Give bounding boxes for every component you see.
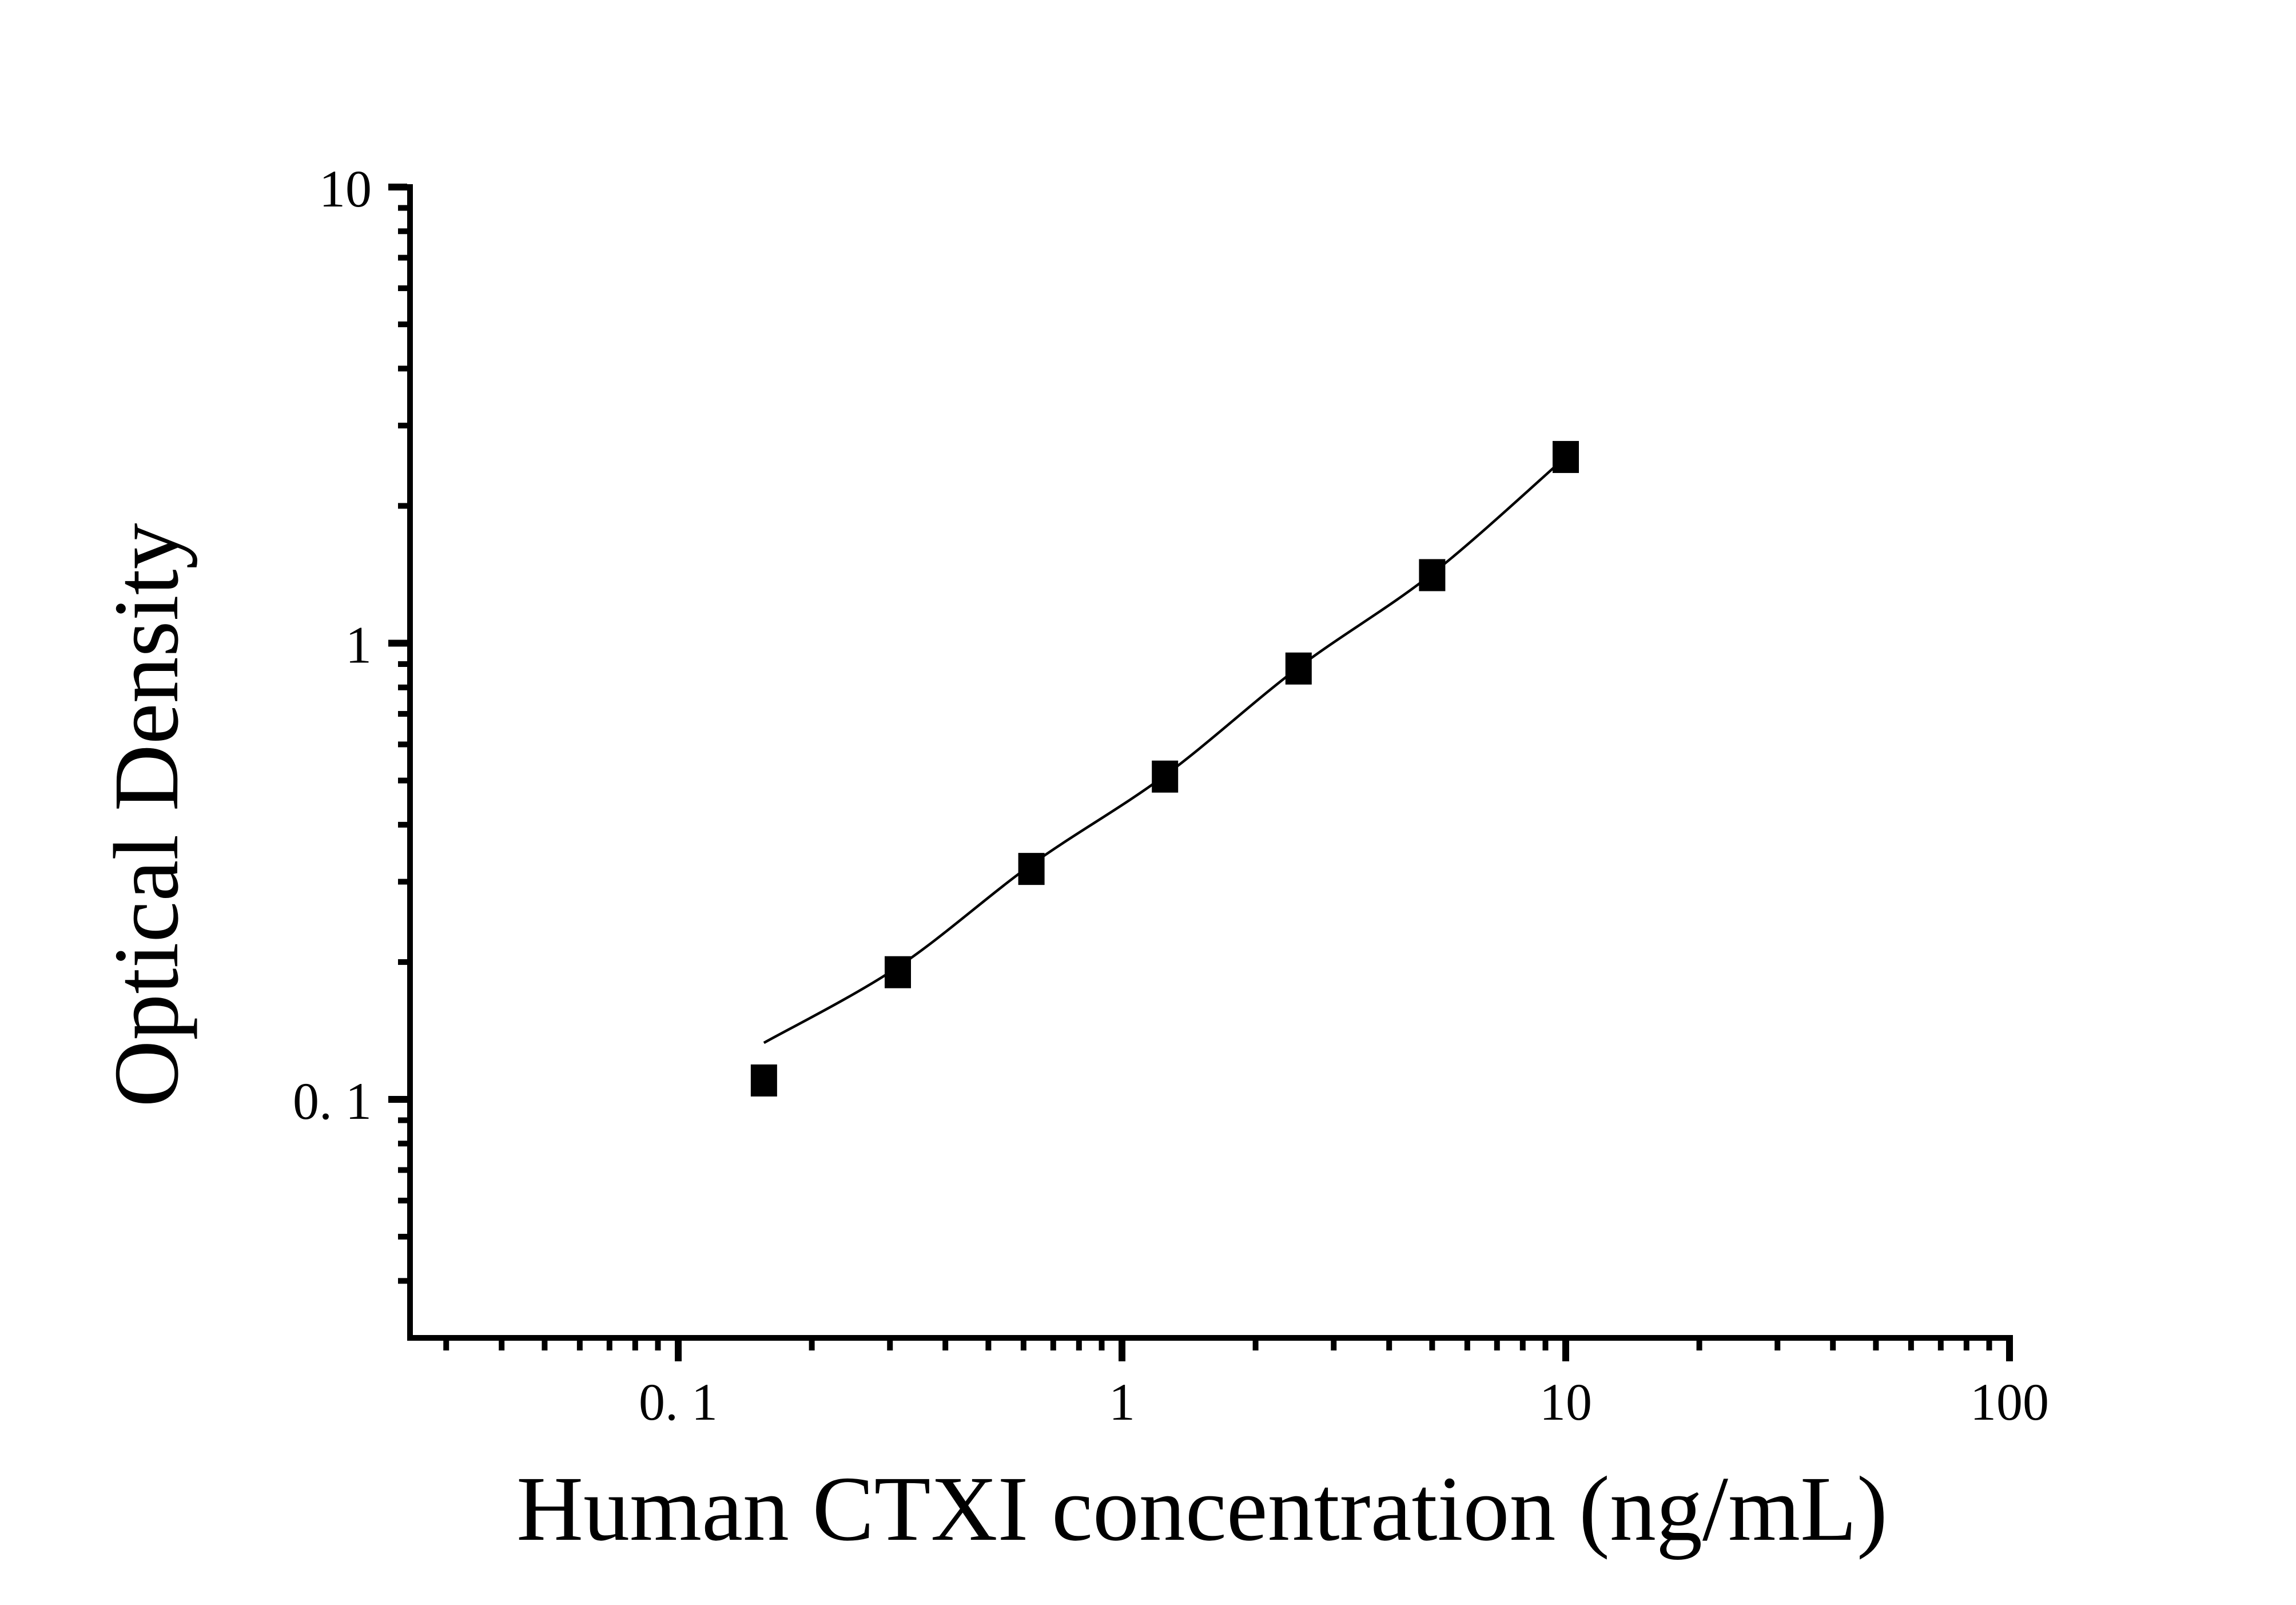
y-minor-tick [398, 684, 407, 690]
x-minor-tick [809, 1341, 815, 1350]
y-minor-tick [398, 741, 407, 748]
data-point-marker [1018, 853, 1045, 885]
x-minor-tick [1696, 1341, 1702, 1350]
x-minor-tick [1986, 1341, 1992, 1350]
x-major-tick [1119, 1341, 1125, 1361]
curve-layer [763, 456, 1567, 1044]
x-minor-tick [1252, 1341, 1259, 1350]
x-minor-tick [1774, 1341, 1781, 1350]
x-minor-tick [1873, 1341, 1879, 1350]
x-major-tick [675, 1341, 682, 1361]
x-minor-tick [1050, 1341, 1056, 1350]
y-minor-tick [398, 959, 407, 965]
x-minor-tick [887, 1341, 893, 1350]
y-minor-tick [398, 205, 407, 211]
x-minor-tick [1099, 1341, 1105, 1350]
x-major-tick [1562, 1341, 1569, 1361]
y-minor-tick [398, 821, 407, 828]
x-minor-tick [606, 1341, 612, 1350]
y-minor-tick [398, 255, 407, 261]
x-tick-label: 100 [1970, 1373, 2049, 1431]
y-major-tick [388, 184, 407, 190]
y-major-tick [388, 1096, 407, 1103]
y-axis-line [407, 184, 413, 1341]
y-minor-tick [398, 1167, 407, 1173]
data-point-marker [1285, 652, 1312, 685]
x-tick-label: 0. 1 [639, 1373, 718, 1431]
x-minor-tick [655, 1341, 661, 1350]
y-minor-tick [398, 366, 407, 372]
x-tick-label: 1 [1109, 1373, 1135, 1431]
y-minor-tick [398, 661, 407, 667]
x-axis-title: Human CTXI concentration (ng/mL) [516, 1458, 1888, 1560]
y-minor-tick [398, 711, 407, 717]
y-minor-tick [398, 1117, 407, 1123]
y-minor-tick [398, 422, 407, 428]
y-minor-tick [398, 1278, 407, 1284]
x-minor-tick [1386, 1341, 1392, 1350]
y-tick-label: 0. 1 [293, 1072, 372, 1130]
y-minor-tick [398, 285, 407, 291]
y-minor-tick [398, 321, 407, 328]
y-minor-tick [398, 1234, 407, 1240]
y-axis-title: Optical Density [95, 523, 198, 1107]
x-minor-tick [1464, 1341, 1470, 1350]
fit-curve-line [763, 456, 1567, 1044]
y-minor-tick [398, 879, 407, 885]
x-minor-tick [1542, 1341, 1549, 1350]
y-minor-tick [398, 503, 407, 509]
y-minor-tick [398, 228, 407, 235]
tick-label-layer: 0. 1 1 10 100 0. 1 1 10 [293, 160, 2049, 1431]
x-minor-tick [1076, 1341, 1082, 1350]
x-minor-tick [985, 1341, 992, 1350]
tick-layer [388, 184, 2013, 1361]
data-point-marker [885, 956, 912, 988]
x-major-tick [2006, 1341, 2013, 1361]
x-minor-tick [1494, 1341, 1500, 1350]
x-minor-tick [542, 1341, 548, 1350]
data-point-marker [1152, 760, 1179, 793]
x-minor-tick [942, 1341, 949, 1350]
x-minor-tick [1519, 1341, 1526, 1350]
x-minor-tick [1908, 1341, 1914, 1350]
axes-layer [407, 184, 2013, 1341]
data-point-marker [1553, 440, 1579, 473]
x-minor-tick [1429, 1341, 1435, 1350]
x-axis-line [407, 1335, 2013, 1341]
data-point-marker [1419, 559, 1446, 591]
x-minor-tick [1331, 1341, 1337, 1350]
y-minor-tick [398, 1197, 407, 1203]
x-minor-tick [1963, 1341, 1969, 1350]
x-minor-tick [576, 1341, 583, 1350]
y-minor-tick [398, 777, 407, 784]
x-minor-tick [1937, 1341, 1944, 1350]
x-minor-tick [1830, 1341, 1836, 1350]
x-minor-tick [499, 1341, 505, 1350]
y-minor-tick [398, 1141, 407, 1147]
data-point-marker [750, 1064, 777, 1097]
x-minor-tick [443, 1341, 449, 1350]
marker-layer [750, 440, 1579, 1097]
y-tick-label: 10 [319, 160, 372, 218]
y-tick-label: 1 [345, 616, 372, 674]
y-major-tick [388, 639, 407, 647]
x-minor-tick [1020, 1341, 1026, 1350]
x-minor-tick [632, 1341, 638, 1350]
x-tick-label: 10 [1539, 1373, 1592, 1431]
